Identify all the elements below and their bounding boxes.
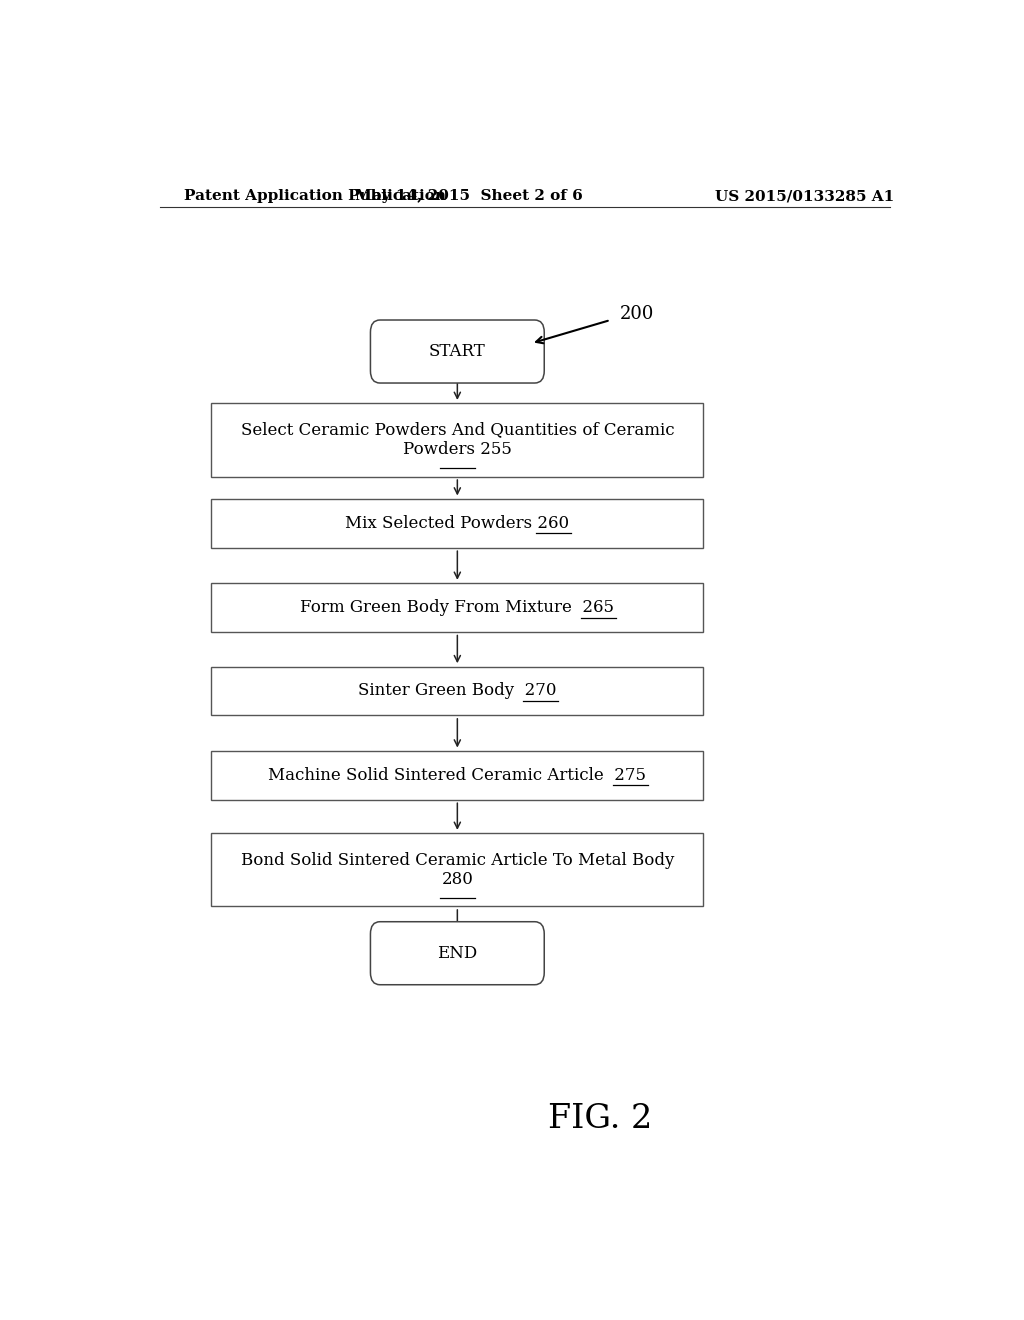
Text: US 2015/0133285 A1: US 2015/0133285 A1	[715, 189, 895, 203]
Bar	[211, 499, 703, 548]
Text: May 14, 2015  Sheet 2 of 6: May 14, 2015 Sheet 2 of 6	[355, 189, 583, 203]
Text: Sinter Green Body  270: Sinter Green Body 270	[358, 682, 557, 700]
Bar	[211, 404, 703, 477]
Text: Select Ceramic Powders And Quantities of Ceramic
Powders 255: Select Ceramic Powders And Quantities of…	[241, 421, 674, 458]
Text: Machine Solid Sintered Ceramic Article  275: Machine Solid Sintered Ceramic Article 2…	[268, 767, 646, 784]
Bar	[211, 583, 703, 632]
Text: Form Green Body From Mixture  265: Form Green Body From Mixture 265	[300, 599, 614, 616]
Bar	[211, 667, 703, 715]
FancyBboxPatch shape	[371, 319, 544, 383]
FancyBboxPatch shape	[371, 921, 544, 985]
Text: 200: 200	[620, 305, 654, 323]
Text: Patent Application Publication: Patent Application Publication	[183, 189, 445, 203]
Text: START: START	[429, 343, 485, 360]
Bar	[211, 751, 703, 800]
Text: Mix Selected Powders 260: Mix Selected Powders 260	[345, 515, 569, 532]
Text: END: END	[437, 945, 477, 962]
Bar	[211, 833, 703, 907]
Text: Bond Solid Sintered Ceramic Article To Metal Body
280: Bond Solid Sintered Ceramic Article To M…	[241, 851, 674, 888]
Text: FIG. 2: FIG. 2	[548, 1104, 652, 1135]
